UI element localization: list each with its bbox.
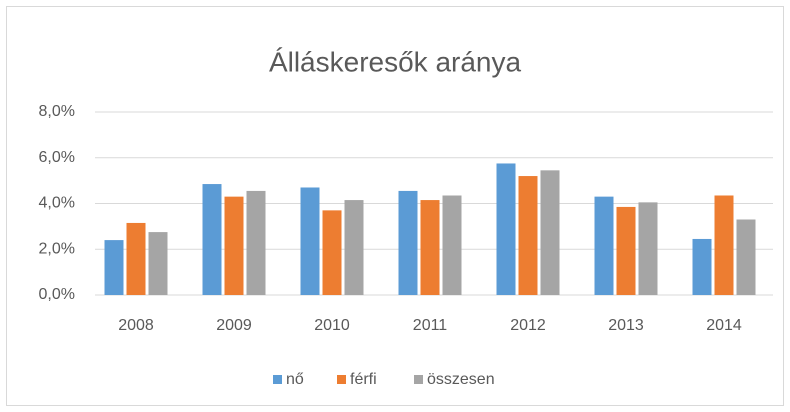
legend-label: férfi [350,371,377,388]
bar [594,196,614,295]
bar [714,195,734,295]
legend-swatch [273,375,282,384]
chart-title: Álláskeresők aránya [269,46,522,77]
bar [344,200,364,295]
x-tick-label: 2012 [510,317,546,334]
legend-swatch [414,375,423,384]
bar [104,240,124,295]
bar [300,187,320,295]
legend-label: összesen [427,371,495,388]
y-tick-label: 8,0% [39,103,75,120]
x-tick-label: 2014 [706,317,742,334]
bar [148,232,168,295]
y-tick-label: 2,0% [39,240,75,257]
bar [398,190,418,295]
bar [246,190,266,295]
x-tick-label: 2011 [413,317,448,334]
bar [638,202,658,295]
y-tick-label: 0,0% [39,286,75,303]
x-tick-label: 2013 [608,317,644,334]
y-tick-label: 6,0% [39,149,75,166]
x-tick-label: 2009 [216,317,252,334]
bar [202,184,222,295]
x-tick-label: 2008 [118,317,154,334]
bar [322,210,342,295]
bar [420,200,440,295]
legend-label: nő [286,371,304,388]
bar [518,176,538,295]
bar [224,196,244,295]
bar [616,206,636,295]
bar [496,163,516,295]
x-tick-label: 2010 [314,317,350,334]
bar [540,170,560,295]
legend-swatch [337,375,346,384]
bar [442,195,462,295]
bar [692,238,712,295]
y-tick-label: 4,0% [39,195,75,212]
bar [126,222,146,295]
bar [736,219,756,295]
